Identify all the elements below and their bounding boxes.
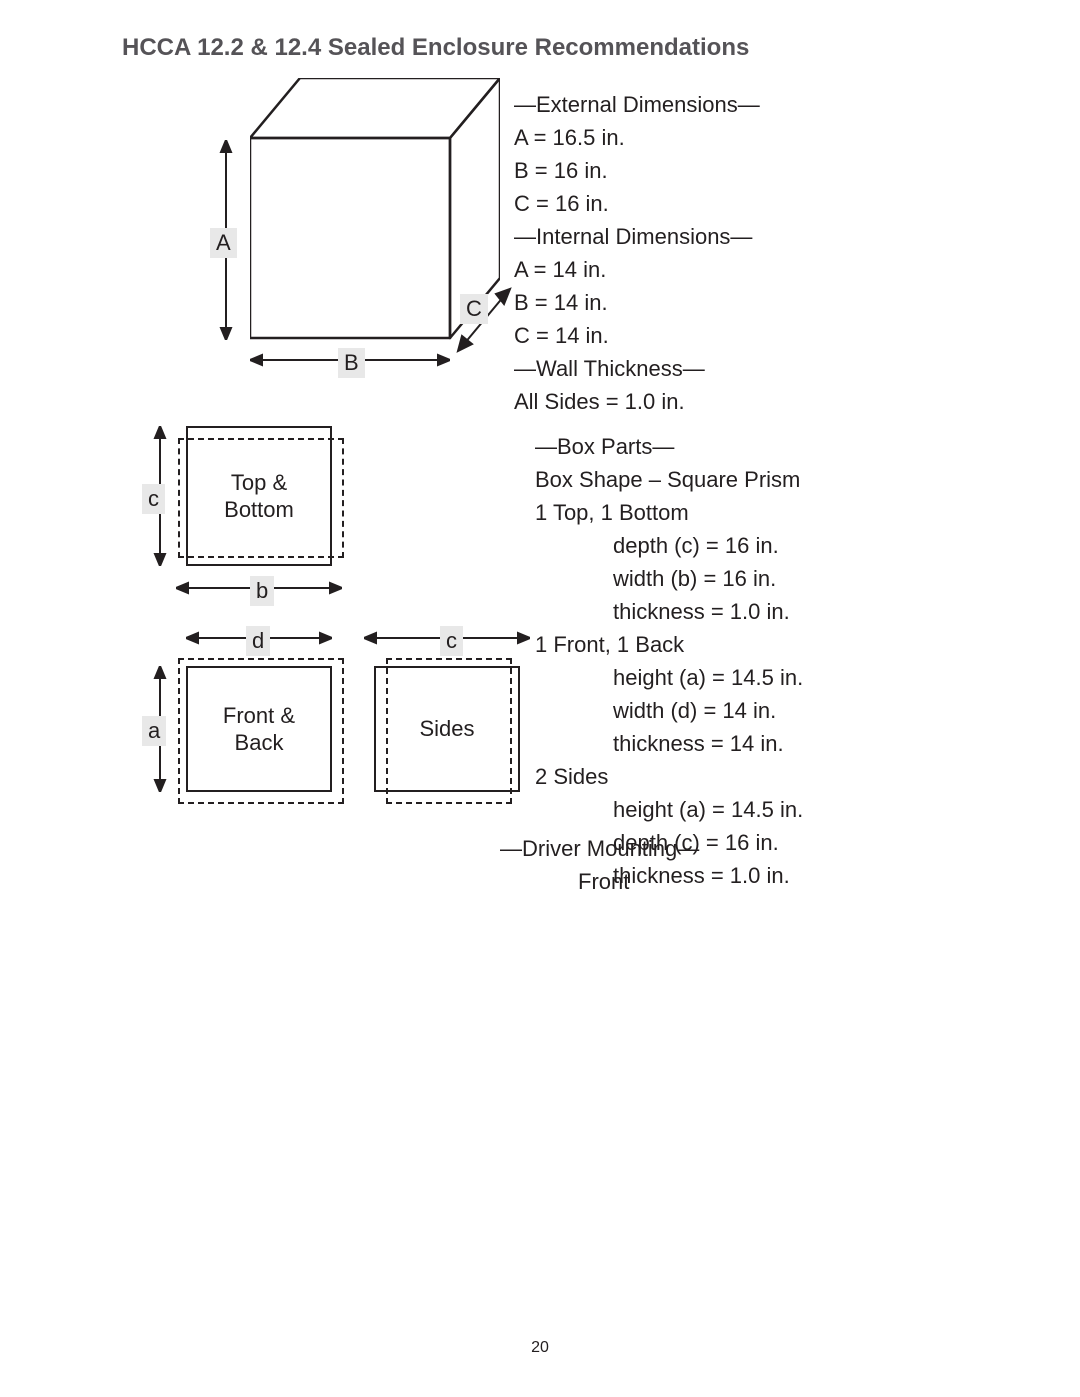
int-dim-header: —Internal Dimensions— <box>514 220 760 253</box>
int-A: A = 14 in. <box>514 253 760 286</box>
bp-fb-height: height (a) = 14.5 in. <box>535 661 803 694</box>
cube-3d-diagram: A B C <box>250 78 500 378</box>
panel-fb-d-label: d <box>246 626 270 656</box>
driver-value: Front <box>500 865 699 898</box>
int-C: C = 14 in. <box>514 319 760 352</box>
page-title: HCCA 12.2 & 12.4 Sealed Enclosure Recomm… <box>122 34 749 62</box>
page: HCCA 12.2 & 12.4 Sealed Enclosure Recomm… <box>0 0 1080 1397</box>
dimensions-spec: —External Dimensions— A = 16.5 in. B = 1… <box>514 88 760 418</box>
dim-A-label: A <box>210 228 237 258</box>
panel-topbottom: Top & Bottom c b <box>186 426 332 566</box>
wall-all: All Sides = 1.0 in. <box>514 385 760 418</box>
ext-C: C = 16 in. <box>514 187 760 220</box>
bp-s-title: 2 Sides <box>535 760 803 793</box>
driver-header: —Driver Mounting— <box>500 832 699 865</box>
bp-header: —Box Parts— <box>535 430 803 463</box>
ext-B: B = 16 in. <box>514 154 760 187</box>
dim-B-label: B <box>338 348 365 378</box>
driver-mounting-spec: —Driver Mounting— Front <box>500 832 699 898</box>
panel-sides: Sides c <box>374 666 520 792</box>
panel-fb-a-label: a <box>142 716 166 746</box>
bp-fb-title: 1 Front, 1 Back <box>535 628 803 661</box>
ext-A: A = 16.5 in. <box>514 121 760 154</box>
panel-tb-c-label: c <box>142 484 165 514</box>
dim-C-label: C <box>460 294 488 324</box>
bp-tb-thick: thickness = 1.0 in. <box>535 595 803 628</box>
int-B: B = 14 in. <box>514 286 760 319</box>
ext-dim-header: —External Dimensions— <box>514 88 760 121</box>
bp-s-height: height (a) = 14.5 in. <box>535 793 803 826</box>
panel-frontback: Front & Back a d <box>186 666 332 792</box>
page-number: 20 <box>0 1339 1080 1357</box>
wall-header: —Wall Thickness— <box>514 352 760 385</box>
bp-tb-depth: depth (c) = 16 in. <box>535 529 803 562</box>
bp-shape: Box Shape – Square Prism <box>535 463 803 496</box>
bp-fb-width: width (d) = 14 in. <box>535 694 803 727</box>
panel-sides-c-label: c <box>440 626 463 656</box>
bp-tb-width: width (b) = 16 in. <box>535 562 803 595</box>
bp-tb-title: 1 Top, 1 Bottom <box>535 496 803 529</box>
panel-tb-b-label: b <box>250 576 274 606</box>
bp-fb-thick: thickness = 14 in. <box>535 727 803 760</box>
boxparts-spec: —Box Parts— Box Shape – Square Prism 1 T… <box>535 430 803 892</box>
